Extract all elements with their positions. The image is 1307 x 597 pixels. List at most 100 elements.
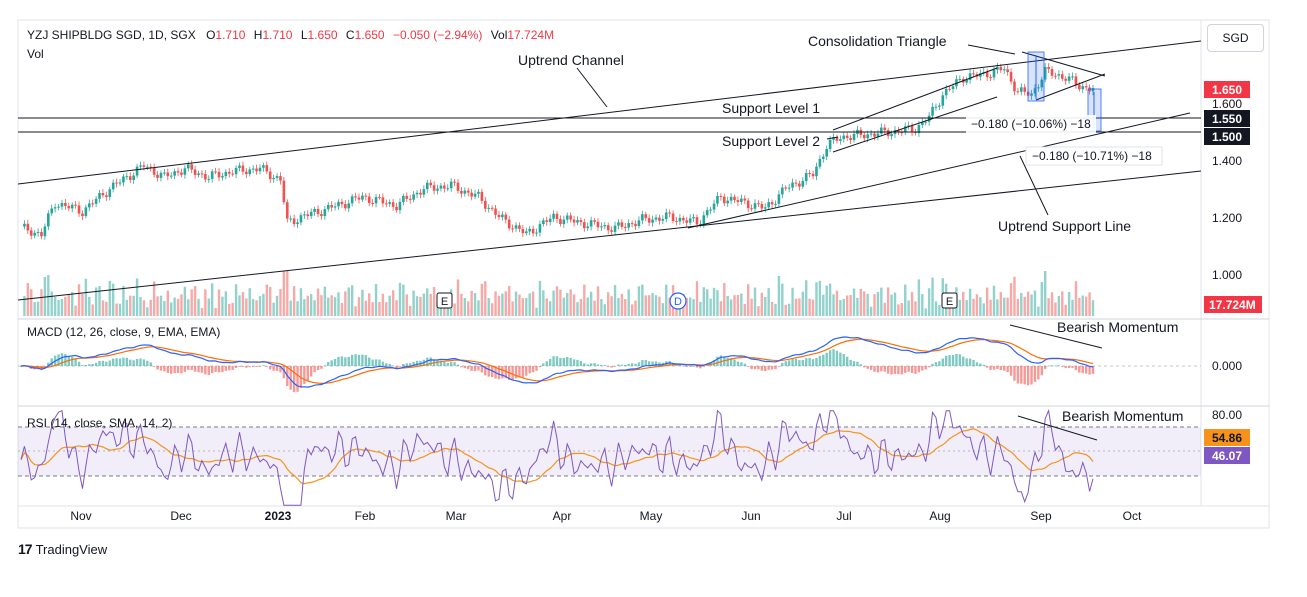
candle-body <box>641 214 644 221</box>
volume-bar <box>583 284 586 316</box>
candle-body <box>535 232 538 234</box>
volume-bar <box>774 303 777 316</box>
macd-hist-bar <box>1009 366 1013 376</box>
candle-body <box>596 221 600 228</box>
volume-bar <box>938 304 941 316</box>
candle-body <box>132 175 135 180</box>
macd-tick-zero: 0.000 <box>1212 359 1242 373</box>
macd-hist-bar <box>583 363 586 366</box>
price-label-last: 1.650 <box>1212 83 1242 97</box>
volume-bar <box>593 300 596 316</box>
currency-button[interactable]: SGD <box>1207 24 1264 52</box>
macd-hist-bar <box>972 359 975 366</box>
volume-bar <box>436 301 439 316</box>
candle-body <box>374 197 378 204</box>
macd-hist-bar <box>746 366 750 367</box>
macd-hist-bar <box>538 366 542 368</box>
tradingview-logo[interactable]: 17 TradingView <box>18 541 107 557</box>
legend-header[interactable]: YZJ SHIPBLDG SGD, 1D, SGX O1.710 H1.710 … <box>27 28 554 42</box>
volume-bar <box>473 293 477 316</box>
candle-body <box>784 187 788 189</box>
macd-hist-bar <box>774 366 777 370</box>
candle-body <box>1064 78 1067 81</box>
candle-body <box>821 156 825 159</box>
candle-body <box>524 231 528 234</box>
volume-bar <box>535 307 538 316</box>
volume-bar <box>559 289 562 316</box>
volume-bar <box>538 280 542 316</box>
macd-hist-bar <box>866 366 869 369</box>
volume-bar <box>217 289 221 316</box>
rsi-tick-80: 80.00 <box>1212 408 1242 422</box>
volume-bar <box>740 293 743 316</box>
candle-body <box>449 181 453 189</box>
volume-bar <box>972 298 975 316</box>
volume-bar <box>245 298 248 316</box>
macd-hist-bar <box>204 366 207 375</box>
time-tick-feb: Feb <box>355 509 376 523</box>
macd-hist-bar <box>1091 366 1095 374</box>
volume-bar <box>306 295 309 316</box>
rsi-ma-line <box>20 428 1094 485</box>
macd-hist-bar <box>374 359 378 366</box>
uptrend-channel-lower-line <box>17 170 1202 301</box>
volume-bar <box>391 290 395 316</box>
event-dividend[interactable]: D <box>669 292 687 310</box>
rsi-title[interactable]: RSI (14, close, SMA, 14, 2) <box>27 416 173 430</box>
macd-hist-bar <box>760 366 764 371</box>
candle-body <box>289 218 293 220</box>
candle-body <box>275 176 279 178</box>
volume-bar <box>432 287 436 316</box>
macd-hist-bar <box>999 366 1003 371</box>
macd-hist-bar <box>487 366 490 377</box>
price-label-s2: 1.500 <box>1212 130 1242 144</box>
macd-hist-bar <box>118 358 122 366</box>
candle-body <box>753 203 757 209</box>
volume-bar <box>702 287 706 316</box>
macd-hist-bar <box>166 366 170 373</box>
candle-body <box>702 215 706 224</box>
volume-bar <box>651 293 654 316</box>
candle-body <box>152 167 156 175</box>
macd-hist-bar <box>217 366 221 373</box>
macd-hist-bar <box>460 366 463 368</box>
macd-hist-bar <box>47 362 50 366</box>
macd-hist-bar <box>876 366 880 373</box>
volume-bar <box>1050 292 1054 316</box>
volume-bar <box>1020 293 1023 316</box>
candle-body <box>794 182 798 184</box>
candle-body <box>238 165 241 168</box>
volume-bar <box>859 288 863 316</box>
macd-hist-bar <box>600 365 603 366</box>
macd-hist-bar <box>91 364 94 366</box>
macd-hist-bar <box>1081 366 1084 374</box>
macd-hist-bar <box>320 366 323 369</box>
event-earnings-1[interactable]: E <box>436 292 453 309</box>
volume-bar <box>589 291 593 316</box>
macd-hist-bar <box>1067 366 1071 368</box>
volume-bar <box>832 294 835 316</box>
macd-title[interactable]: MACD (12, 26, close, 9, EMA, EMA) <box>27 325 221 339</box>
candle-body <box>350 196 354 204</box>
annotation-uptrend-channel: Uptrend Channel <box>518 52 624 68</box>
volume-bar <box>477 300 480 316</box>
macd-hist-bar <box>914 366 917 374</box>
macd-hist-bar <box>292 366 296 393</box>
event-earnings-2[interactable]: E <box>941 292 958 309</box>
macd-hist-bar <box>381 361 385 366</box>
volume-bar <box>893 292 897 316</box>
volume-bar <box>282 271 286 316</box>
candle-body <box>630 223 634 225</box>
candle-body <box>320 214 323 217</box>
candle-body <box>214 171 217 173</box>
vol-header-label: Vol <box>490 28 508 42</box>
volume-bar <box>637 286 641 316</box>
candle-body <box>210 171 214 179</box>
macd-hist-bar <box>559 357 562 366</box>
macd-hist-bar <box>712 359 716 366</box>
candle-body <box>606 225 610 231</box>
candle-body <box>907 125 910 127</box>
candle-body <box>204 174 207 180</box>
candle-body <box>1037 87 1040 89</box>
